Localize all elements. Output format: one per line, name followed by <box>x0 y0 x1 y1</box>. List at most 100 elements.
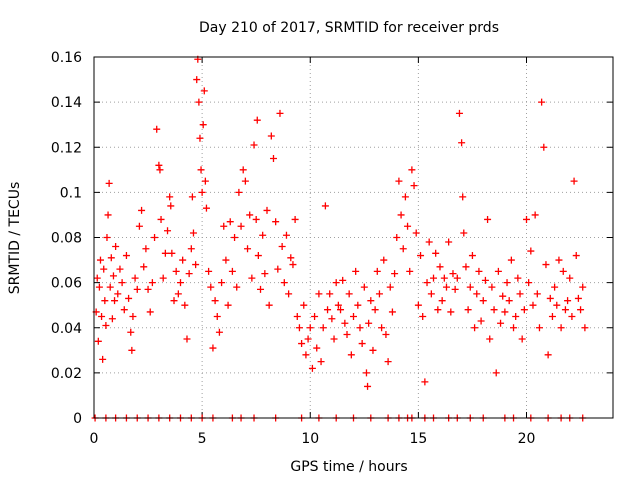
data-point <box>360 283 368 291</box>
data-point <box>161 249 169 257</box>
data-point <box>95 283 103 291</box>
data-point <box>574 294 582 302</box>
data-point <box>106 283 114 291</box>
data-point <box>293 312 301 320</box>
data-point <box>200 87 208 95</box>
data-point <box>471 324 479 332</box>
y-tick-label: 0.12 <box>51 140 82 156</box>
data-point <box>192 261 200 269</box>
data-point <box>362 369 370 377</box>
data-point <box>579 283 587 291</box>
data-point <box>144 285 152 293</box>
data-point <box>568 312 576 320</box>
data-point <box>481 276 489 284</box>
data-point <box>345 290 353 298</box>
y-axis-label: SRMTID / TECUs <box>7 182 23 295</box>
data-point <box>156 166 164 174</box>
data-point <box>337 306 345 314</box>
data-point <box>228 267 236 275</box>
data-point <box>369 346 377 354</box>
data-point <box>164 227 172 235</box>
data-point <box>111 297 119 305</box>
data-point <box>168 249 176 257</box>
data-point <box>235 188 243 196</box>
data-point <box>330 335 338 343</box>
data-point <box>555 256 563 264</box>
data-point <box>183 335 191 343</box>
data-point <box>155 161 163 169</box>
data-point <box>257 285 265 293</box>
data-point <box>306 324 314 332</box>
data-point <box>499 292 507 300</box>
data-point <box>324 306 332 314</box>
data-point <box>354 301 362 309</box>
data-point <box>185 270 193 278</box>
chart-title: Day 210 of 2017, SRMTID for receiver prd… <box>199 20 499 36</box>
data-point <box>241 177 249 185</box>
data-point <box>276 109 284 117</box>
data-point <box>488 283 496 291</box>
x-tick-label: 20 <box>518 431 536 447</box>
grid-lines <box>94 57 613 418</box>
data-point <box>332 279 340 287</box>
data-point <box>380 256 388 264</box>
data-point <box>410 182 418 190</box>
data-point <box>378 324 386 332</box>
data-point <box>193 76 201 84</box>
data-point <box>535 324 543 332</box>
x-tick-label: 10 <box>301 431 319 447</box>
data-point <box>181 301 189 309</box>
data-point <box>438 297 446 305</box>
x-tick-label: 15 <box>409 431 427 447</box>
data-point <box>557 324 565 332</box>
data-point <box>343 331 351 339</box>
data-point <box>468 252 476 260</box>
data-point <box>382 331 390 339</box>
data-point <box>244 245 252 253</box>
data-point <box>427 290 435 298</box>
data-point <box>265 301 273 309</box>
data-point <box>151 234 159 241</box>
y-tick-label: 0 <box>73 411 82 427</box>
data-point <box>540 143 548 151</box>
data-point <box>202 204 210 212</box>
data-point <box>153 125 161 133</box>
data-point <box>391 270 399 278</box>
data-point <box>246 211 254 219</box>
data-point <box>399 245 407 253</box>
data-point <box>315 290 323 298</box>
data-point <box>462 263 470 271</box>
data-point <box>548 312 556 320</box>
data-point <box>326 290 334 298</box>
data-point <box>514 274 522 282</box>
data-point <box>102 321 110 329</box>
data-point <box>395 177 403 185</box>
data-point <box>365 319 373 327</box>
data-point <box>100 265 108 273</box>
data-point <box>96 256 104 264</box>
data-point <box>460 229 468 237</box>
data-point <box>440 274 448 282</box>
data-point <box>104 211 112 219</box>
data-point <box>122 252 130 260</box>
data-point <box>267 132 275 140</box>
data-point <box>367 297 375 305</box>
data-point <box>559 267 567 275</box>
data-point <box>167 202 175 210</box>
data-point <box>172 267 180 275</box>
data-point <box>285 290 293 298</box>
x-axis-label: GPS time / hours <box>290 459 407 475</box>
data-point <box>518 335 526 343</box>
data-point <box>453 274 461 282</box>
data-point <box>432 249 440 257</box>
data-point <box>239 166 247 174</box>
x-tick-label: 5 <box>198 431 207 447</box>
data-point <box>289 261 297 269</box>
data-point <box>195 98 203 106</box>
data-point <box>302 351 310 359</box>
data-point <box>339 276 347 284</box>
data-point <box>321 202 329 210</box>
data-point <box>425 238 433 246</box>
data-point <box>486 335 494 343</box>
data-point <box>388 308 396 316</box>
